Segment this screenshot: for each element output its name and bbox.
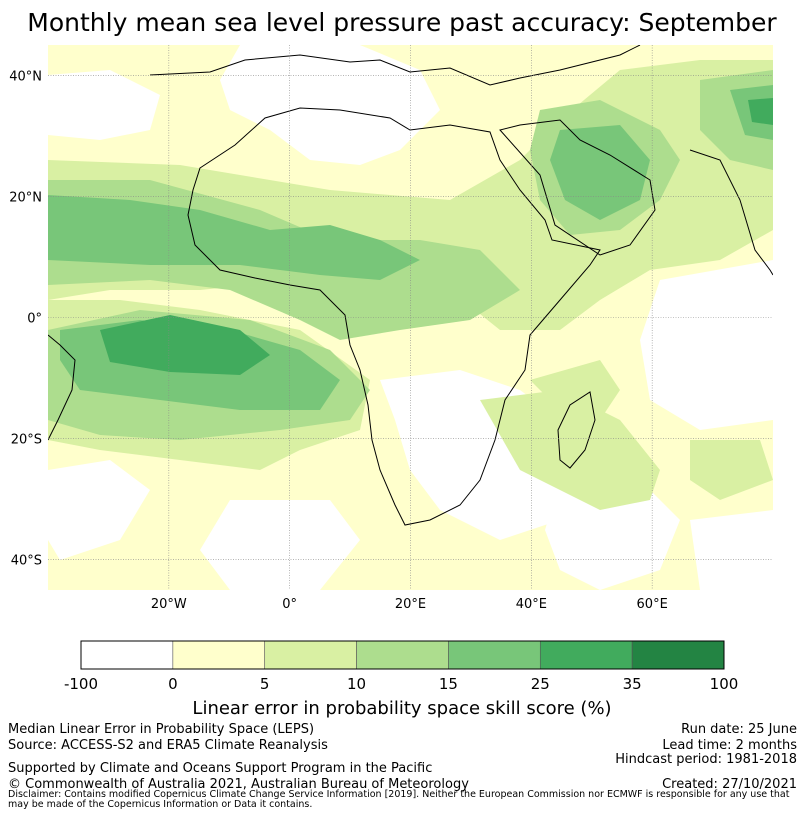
- colorbar-tick-label: 0: [168, 675, 178, 693]
- gridlines: [48, 45, 773, 590]
- lon-label: 0°: [282, 597, 297, 612]
- lat-label: 40°S: [11, 554, 42, 569]
- colorbar-swatch: [539, 640, 633, 670]
- lon-label: 20°W: [151, 597, 187, 612]
- south-america-coastline: [48, 334, 76, 441]
- europe-coastline: [149, 45, 641, 86]
- colorbar-tick-label: 100: [709, 675, 739, 693]
- lon-label: 60°E: [637, 597, 668, 612]
- lat-label: 0°: [27, 312, 42, 327]
- colorbar-frame: [80, 640, 725, 670]
- colorbar-swatch: [80, 640, 174, 670]
- colorbar-swatch: [631, 640, 725, 670]
- footer-copyright: © Commonwealth of Australia 2021, Austra…: [8, 777, 469, 792]
- footer-lead-time: Lead time: 2 months: [662, 738, 797, 753]
- colorbar-tick-label: 25: [530, 675, 550, 693]
- colorbar-tick-label: 35: [622, 675, 642, 693]
- footer-source: Source: ACCESS-S2 and ERA5 Climate Reana…: [8, 738, 328, 753]
- colorbar-swatch: [172, 640, 266, 670]
- footer-disclaimer: Disclaimer: Contains modified Copernicus…: [8, 789, 790, 810]
- arabia-coastline: [499, 119, 656, 256]
- footer-created: Created: 27/10/2021: [662, 777, 797, 792]
- footer-run-date: Run date: 25 June: [681, 722, 797, 737]
- lat-label: 40°N: [9, 69, 42, 84]
- coastlines: [48, 45, 773, 526]
- colorbar-swatch: [448, 640, 541, 670]
- footer-leps: Median Linear Error in Probability Space…: [8, 722, 315, 737]
- colorbar-tick-label: -100: [63, 675, 99, 693]
- india-coastline: [689, 149, 773, 276]
- footer-hindcast: Hindcast period: 1981-2018: [615, 752, 797, 767]
- colorbar-tick-label: 15: [438, 675, 458, 693]
- lon-label: 40°E: [516, 597, 547, 612]
- colorbar-title: Linear error in probability space skill …: [192, 698, 612, 719]
- africa-coastline: [187, 107, 601, 526]
- map-title: Monthly mean sea level pressure past acc…: [27, 8, 777, 37]
- colorbar-tick-label: 10: [347, 675, 367, 693]
- colorbar-swatch: [264, 640, 357, 670]
- madagascar-coastline: [557, 391, 596, 469]
- colorbar-tick-label: 5: [259, 675, 270, 693]
- field-25-35: [100, 98, 773, 375]
- footer-support: Supported by Climate and Oceans Support …: [8, 761, 433, 776]
- lon-label: 20°E: [395, 597, 426, 612]
- colorbar: [80, 640, 725, 670]
- lat-label: 20°N: [9, 190, 42, 205]
- axis-labels: 40°N 20°N 0° 20°S 40°S 20°W 0° 20°E 40°E 60°E: [9, 69, 668, 612]
- colorbar-swatch: [356, 640, 449, 670]
- lat-label: 20°S: [11, 433, 42, 448]
